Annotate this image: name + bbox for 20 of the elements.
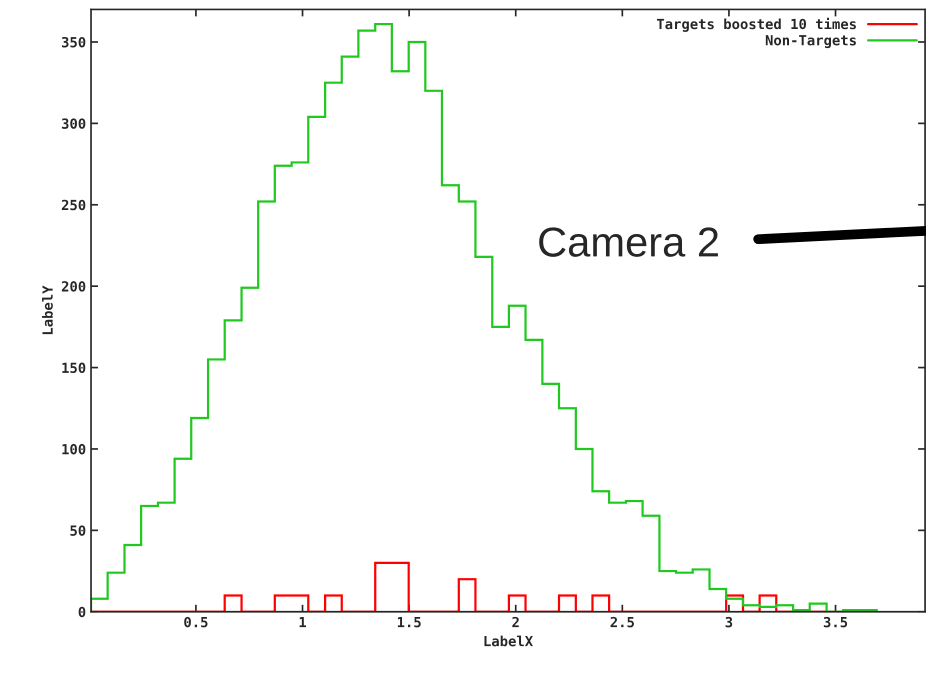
- y-tick-label: 250: [62, 200, 86, 210]
- y-tick-label: 50: [70, 525, 86, 536]
- y-tick-label: 100: [62, 444, 86, 454]
- x-tick-label: 2: [512, 616, 519, 628]
- legend-label: Targets boosted 10 times: [656, 18, 856, 32]
- annotation: Camera 2: [539, 227, 718, 257]
- x-tick-label: 3.5: [824, 616, 848, 628]
- x-tick-label: 0.5: [184, 616, 208, 628]
- x-tick-label: 3: [726, 616, 732, 628]
- y-tick-label: 150: [62, 362, 86, 374]
- y-tick-label: 350: [62, 36, 86, 48]
- y-tick-label: 0: [78, 606, 86, 618]
- x-tick-label: 1.5: [398, 617, 421, 628]
- x-tick-label: 1: [300, 617, 306, 628]
- legend-label: Non-Targets: [766, 35, 856, 48]
- y-tick-label: 300: [62, 118, 86, 129]
- y-tick-label: 200: [62, 281, 86, 292]
- x-axis-title: LabelX: [484, 636, 533, 646]
- x-tick-label: 2.5: [610, 616, 634, 628]
- y-axis-title: LabelY: [42, 286, 53, 334]
